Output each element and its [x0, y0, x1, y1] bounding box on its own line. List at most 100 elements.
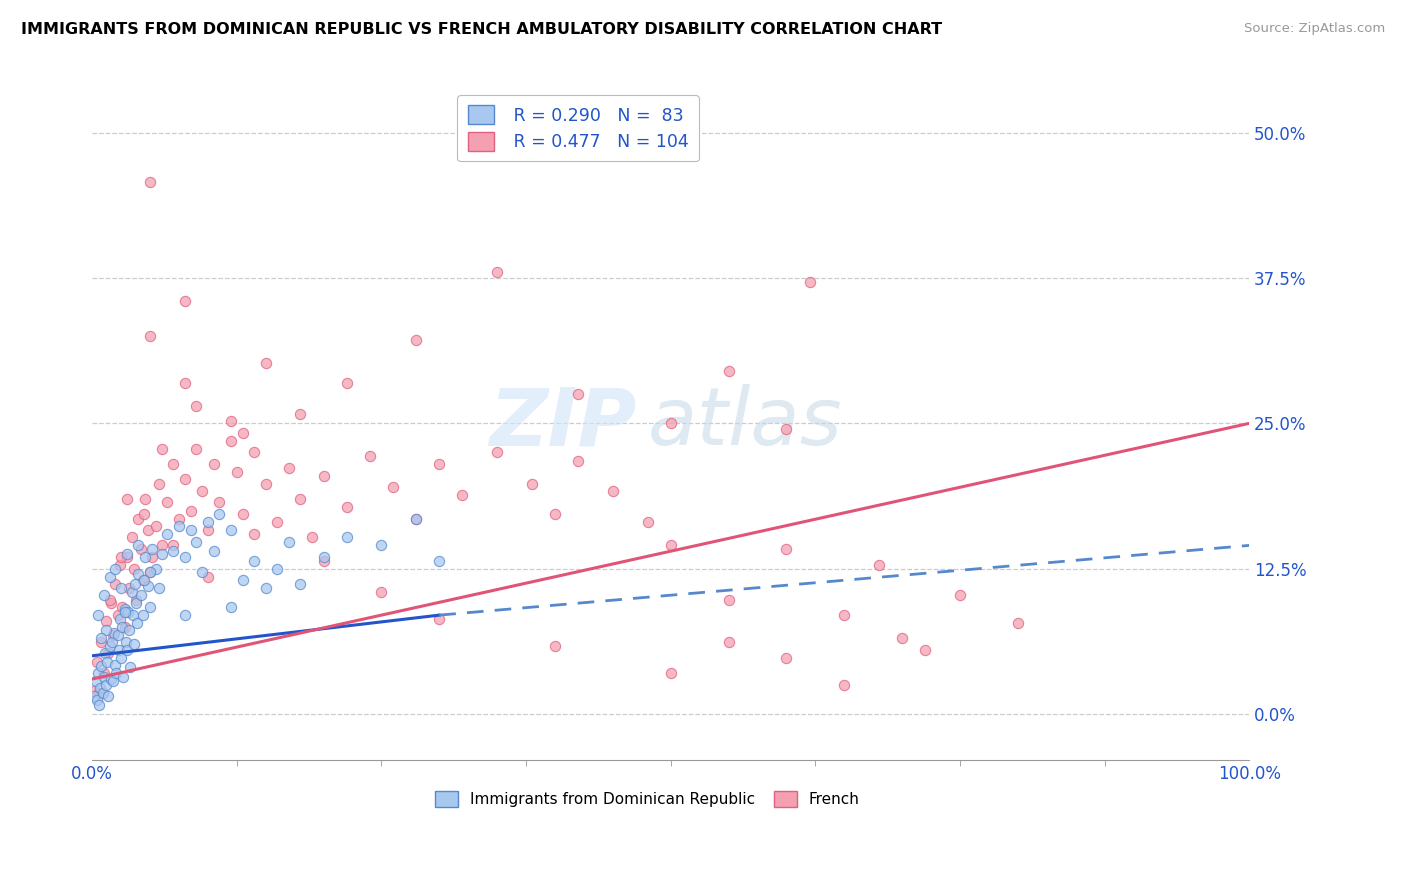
- Point: [544, 640, 567, 654]
- Point: [87, 686, 110, 700]
- Point: [208, 507, 231, 521]
- Point: [717, 593, 740, 607]
- Point: [219, 414, 242, 428]
- Point: [110, 582, 132, 596]
- Point: [104, 576, 127, 591]
- Point: [139, 175, 162, 189]
- Point: [100, 597, 122, 611]
- Point: [139, 565, 162, 579]
- Point: [197, 570, 219, 584]
- Point: [127, 511, 149, 525]
- Point: [94, 614, 117, 628]
- Point: [567, 453, 589, 467]
- Point: [370, 585, 392, 599]
- Point: [110, 651, 132, 665]
- Text: ZIP: ZIP: [488, 384, 636, 462]
- Point: [115, 643, 138, 657]
- Point: [101, 635, 124, 649]
- Point: [90, 635, 112, 649]
- Point: [567, 387, 589, 401]
- Point: [602, 483, 624, 498]
- Text: IMMIGRANTS FROM DOMINICAN REPUBLIC VS FRENCH AMBULATORY DISABILITY CORRELATION C: IMMIGRANTS FROM DOMINICAN REPUBLIC VS FR…: [21, 22, 942, 37]
- Point: [290, 407, 312, 421]
- Point: [336, 500, 359, 514]
- Point: [107, 608, 129, 623]
- Point: [167, 518, 190, 533]
- Point: [180, 523, 202, 537]
- Point: [134, 507, 156, 521]
- Point: [150, 547, 173, 561]
- Point: [115, 491, 138, 506]
- Point: [197, 515, 219, 529]
- Point: [127, 538, 149, 552]
- Point: [118, 582, 141, 596]
- Point: [312, 553, 335, 567]
- Point: [83, 683, 105, 698]
- Point: [108, 558, 131, 573]
- Point: [301, 530, 323, 544]
- Point: [110, 549, 132, 564]
- Point: [868, 558, 890, 573]
- Point: [208, 495, 231, 509]
- Point: [121, 530, 143, 544]
- Point: [90, 632, 112, 646]
- Point: [122, 637, 145, 651]
- Point: [115, 549, 138, 564]
- Point: [243, 553, 266, 567]
- Point: [104, 561, 127, 575]
- Point: [98, 640, 121, 654]
- Point: [290, 491, 312, 506]
- Point: [148, 582, 170, 596]
- Point: [129, 541, 152, 556]
- Point: [93, 666, 115, 681]
- Point: [186, 535, 208, 549]
- Point: [145, 561, 167, 575]
- Point: [219, 434, 242, 448]
- Point: [405, 333, 427, 347]
- Point: [382, 480, 405, 494]
- Point: [141, 541, 163, 556]
- Point: [173, 376, 195, 390]
- Point: [118, 624, 141, 638]
- Point: [111, 620, 134, 634]
- Point: [90, 659, 112, 673]
- Point: [97, 690, 120, 704]
- Point: [122, 561, 145, 575]
- Point: [93, 588, 115, 602]
- Point: [1007, 616, 1029, 631]
- Point: [93, 670, 115, 684]
- Point: [832, 678, 855, 692]
- Point: [107, 643, 129, 657]
- Point: [659, 666, 682, 681]
- Point: [108, 612, 131, 626]
- Point: [243, 445, 266, 459]
- Point: [336, 376, 359, 390]
- Point: [162, 457, 184, 471]
- Point: [266, 561, 288, 575]
- Point: [290, 576, 312, 591]
- Point: [451, 488, 474, 502]
- Point: [98, 593, 121, 607]
- Point: [97, 647, 120, 661]
- Point: [173, 294, 195, 309]
- Point: [129, 588, 152, 602]
- Point: [775, 422, 797, 436]
- Point: [162, 538, 184, 552]
- Point: [150, 538, 173, 552]
- Point: [101, 674, 124, 689]
- Point: [427, 612, 450, 626]
- Point: [232, 574, 254, 588]
- Point: [136, 579, 159, 593]
- Point: [105, 666, 128, 681]
- Point: [427, 553, 450, 567]
- Point: [121, 585, 143, 599]
- Point: [87, 698, 110, 712]
- Point: [111, 599, 134, 614]
- Point: [91, 686, 114, 700]
- Point: [659, 538, 682, 552]
- Point: [254, 582, 277, 596]
- Point: [832, 608, 855, 623]
- Point: [87, 608, 110, 623]
- Point: [949, 588, 972, 602]
- Point: [94, 647, 117, 661]
